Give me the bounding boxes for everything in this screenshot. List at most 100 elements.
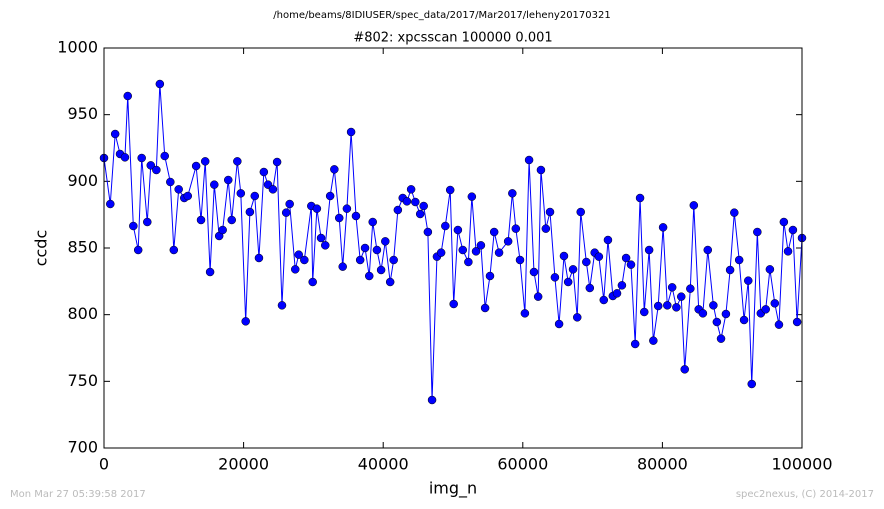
data-point [788,225,798,235]
data-point [698,309,708,318]
data-point [536,165,546,175]
x-axis-label: img_n [429,479,477,499]
y-tick-label: 900 [67,171,98,190]
data-point [725,265,735,275]
data-point [312,204,322,213]
data-point [291,265,300,274]
data-point [427,395,437,405]
chart-title: #802: xpcsscan 100000 0.001 [353,31,552,46]
data-point [761,305,770,314]
x-tick-label: 40000 [358,455,409,474]
data-point [346,127,356,137]
data-point [334,213,344,223]
data-line [103,83,803,401]
data-point [635,193,645,203]
data-point [254,253,264,263]
data-point [169,245,179,255]
data-point [612,289,622,298]
data-point [110,129,120,139]
y-tick-label: 750 [67,371,98,390]
data-point [658,223,668,232]
data-point [721,309,731,319]
data-point [464,257,473,267]
data-point [123,91,132,101]
data-point [120,153,130,162]
data-point [508,189,517,198]
y-tick-label: 1000 [57,38,98,57]
x-tick-label: 60000 [497,455,548,474]
data-point [485,271,495,281]
data-point [739,315,749,325]
data-point [183,191,193,201]
data-point [458,245,468,255]
data-point [765,265,775,274]
data-point [174,185,183,194]
data-point [734,255,744,265]
data-point [568,265,578,274]
data-point [533,292,543,301]
data-point [411,197,420,207]
data-point [541,224,551,233]
data-point [129,221,138,231]
data-point [137,153,146,163]
data-point [676,292,686,301]
data-point [572,313,582,322]
data-point [441,221,450,231]
data-point [191,161,201,171]
data-point [376,265,386,275]
data-point [747,379,756,389]
data-point [689,201,699,210]
y-axis-label: ccdc [32,230,51,267]
footer-left: Mon Mar 27 05:39:58 2017 [10,489,146,500]
y-tick-label: 850 [67,238,98,257]
data-point [245,207,255,217]
data-point [308,277,317,287]
data-point [663,301,672,310]
data-point [268,185,278,194]
data-point [205,267,215,277]
data-point [792,317,802,327]
x-tick-label: 100000 [771,455,832,474]
data-point [709,301,718,310]
data-point [524,155,534,165]
data-point [294,250,303,259]
data-point [133,245,143,255]
data-point [621,253,631,263]
data-point [716,334,726,343]
data-point [402,197,412,206]
footer-right: spec2nexus, (C) 2014-2017 [736,489,874,500]
data-point [155,79,165,89]
data-point [449,299,458,309]
data-point [423,227,433,237]
data-point [779,217,789,227]
data-point [393,205,403,215]
data-point [210,180,219,189]
data-point [325,191,335,201]
data-point [467,192,477,201]
data-point [603,235,613,245]
y-tick-label: 950 [67,104,98,123]
data-point [316,233,326,243]
data-point [703,245,713,255]
data-point [453,225,463,235]
data-point [480,303,490,313]
data-point [594,252,604,261]
data-point [489,227,499,237]
data-point [653,301,663,311]
data-point [529,267,539,277]
x-tick-label: 0 [99,455,109,474]
data-point [520,309,530,318]
data-point [436,248,446,257]
data-point [218,225,227,235]
data-point [774,320,784,329]
data-point [227,215,236,225]
data-point [640,307,649,317]
data-point [503,237,513,246]
data-point [364,271,374,281]
data-point [626,260,636,269]
data-point [285,199,294,209]
data-point [559,251,569,261]
data-point [550,273,560,282]
data-point [200,157,210,166]
